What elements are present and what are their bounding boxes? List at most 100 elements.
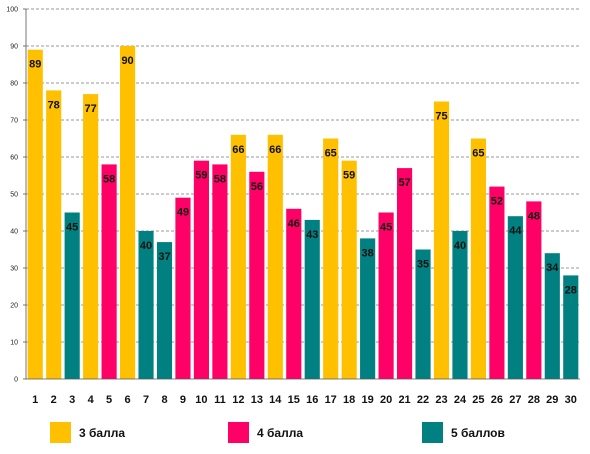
legend-swatch [422,422,443,443]
x-tick-label: 19 [362,394,374,406]
bar [249,171,265,379]
x-tick-label: 14 [269,394,282,406]
legend-label: 3 балла [79,426,125,440]
data-label: 59 [343,170,355,182]
y-tick-label: 60 [10,155,18,162]
x-tick-label: 12 [232,394,244,406]
bar [64,212,80,379]
bar [526,201,542,379]
y-tick-label: 50 [10,192,18,199]
x-tick-label: 21 [398,394,410,406]
bar [46,90,62,380]
x-tick-label: 1 [32,394,38,406]
data-label: 46 [288,218,300,230]
legend-label: 5 баллов [451,426,505,440]
legend-swatch [228,422,249,443]
legend: 3 балла 4 балла 5 баллов [50,422,505,443]
x-tick-label: 15 [288,394,300,406]
gridlines [26,8,580,343]
x-tick-label: 2 [51,394,57,406]
data-label: 66 [269,144,281,156]
x-tick-label: 23 [435,394,447,406]
data-label: 90 [121,55,133,67]
x-tick-label: 5 [106,394,112,406]
x-tick-label: 13 [251,394,263,406]
bar [544,253,560,379]
bar [563,275,579,379]
bar [415,249,431,379]
x-tick-label: 22 [417,394,429,406]
x-tick-label: 18 [343,394,355,406]
x-tick-label: 24 [454,394,467,406]
x-tick-label: 16 [306,394,318,406]
bar [193,160,210,379]
bar [27,49,43,379]
bar [341,160,357,379]
x-tick-label: 20 [380,394,392,406]
y-tick-label: 0 [14,377,18,384]
x-tick-label: 7 [143,394,149,406]
bar [230,134,246,379]
data-label: 58 [103,173,115,185]
x-tick-label: 29 [546,394,558,406]
bar [156,242,173,379]
data-label: 75 [435,111,447,123]
legend-label: 4 балла [257,426,303,440]
data-label: 56 [251,181,263,193]
data-label: 78 [48,99,60,111]
bar [452,231,468,379]
x-tick-label: 8 [161,394,167,406]
y-tick-label: 10 [10,340,18,347]
bar [470,138,487,379]
bar [101,164,117,379]
data-label: 44 [509,225,522,237]
data-label: 48 [528,210,540,222]
data-label: 59 [195,170,207,182]
y-tick-label: 80 [10,81,18,88]
bar [489,186,505,379]
bar [304,219,320,379]
y-tick-label: 30 [10,266,18,273]
bar [396,168,413,379]
bar [267,134,283,379]
x-tick-label: 10 [195,394,207,406]
bar [119,46,136,379]
data-label: 43 [306,229,318,241]
y-tick-label: 40 [10,229,18,236]
legend-swatch [50,422,71,443]
x-tick-label: 25 [472,394,484,406]
bar [212,164,228,379]
x-tick-label: 11 [214,394,226,406]
bar [83,94,99,379]
data-label: 38 [362,247,374,259]
bar [507,216,523,379]
data-label: 58 [214,173,226,185]
x-tick-label: 30 [565,394,577,406]
bar [378,212,394,379]
bar [286,208,302,379]
x-tick-label: 4 [88,394,95,406]
data-label: 65 [325,148,337,160]
bar [138,231,154,379]
y-tick-label: 20 [10,303,18,310]
data-label: 52 [491,196,503,208]
y-tick-label: 100 [6,7,18,14]
x-tick-label: 27 [509,394,521,406]
y-tick-label: 70 [10,118,18,125]
data-label: 57 [398,177,410,189]
y-tick-label: 90 [10,44,18,51]
data-label: 28 [565,284,577,296]
data-label: 40 [454,240,466,252]
x-tick-label: 9 [180,394,186,406]
data-label: 65 [472,148,484,160]
data-label: 45 [66,222,78,234]
x-tick-label: 6 [125,394,131,406]
bars: 89 78 45 77 58 90 40 37 49 59 58 66 56 66 46 43 65 59 38 45… [27,46,579,380]
data-label: 35 [417,259,429,271]
bar [360,238,376,379]
x-tick-label: 28 [528,394,540,406]
data-label: 89 [29,59,41,71]
data-label: 45 [380,222,392,234]
data-label: 40 [140,240,152,252]
x-tick-label: 17 [325,394,337,406]
